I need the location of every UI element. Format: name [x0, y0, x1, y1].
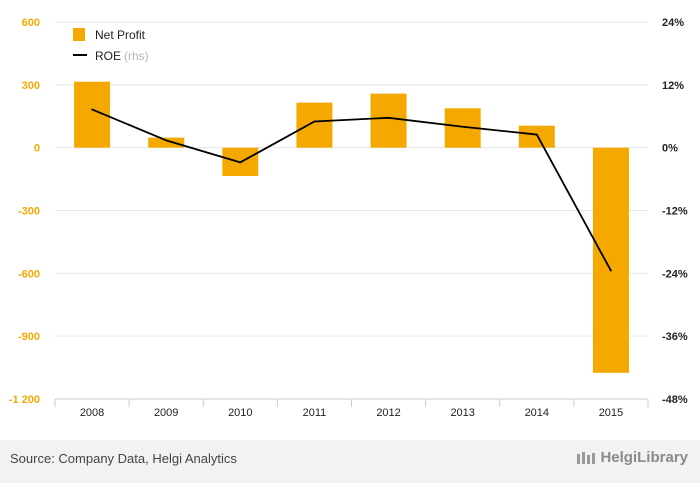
- point-roe-2011: [313, 120, 316, 123]
- right-tick-label: 12%: [662, 80, 684, 92]
- chart: 600 300 0 -300 -600 -900 -1 200 24% 12% 0% -12% -2…: [9, 17, 688, 419]
- point-roe-2015: [610, 269, 612, 272]
- legend-label-net-profit: Net Profit: [95, 28, 146, 42]
- source-note: Source: Company Data, Helgi Analytics: [10, 451, 237, 466]
- right-axis-ticks: 24% 12% 0% -12% -24% -36% -48%: [662, 17, 688, 406]
- bar-net-profit-2014: [518, 125, 555, 148]
- left-axis-ticks: 600 300 0 -300 -600 -900 -1 200: [9, 17, 40, 406]
- right-tick-label: -12%: [662, 206, 688, 218]
- bar-net-profit-2011: [296, 102, 333, 148]
- right-tick-label: -36%: [662, 331, 688, 343]
- left-tick-label: -1 200: [9, 394, 40, 406]
- grid-lines: [55, 21, 648, 400]
- right-tick-label: -48%: [662, 394, 688, 406]
- bar-net-profit-2009: [148, 137, 185, 148]
- left-tick-label: 0: [34, 143, 40, 155]
- line-roe: [91, 108, 612, 272]
- legend-swatch-net-profit: [73, 28, 85, 41]
- x-tick-label: 2012: [376, 407, 400, 419]
- point-roe-2012: [387, 117, 390, 119]
- x-tick-label: 2008: [80, 407, 104, 419]
- legend-label-roe: ROE: [95, 49, 121, 63]
- left-tick-label: -900: [18, 331, 40, 343]
- right-tick-label: -24%: [662, 268, 688, 280]
- point-roe-2013: [461, 125, 464, 128]
- right-tick-label: 24%: [662, 17, 684, 29]
- x-tick-label: 2014: [525, 407, 549, 419]
- library-icon: [577, 451, 596, 464]
- bar-net-profit-2015: [592, 147, 629, 373]
- x-tick-label: 2015: [599, 407, 623, 419]
- right-tick-label: 0%: [662, 143, 678, 155]
- x-tick-label: 2011: [303, 407, 327, 419]
- left-tick-label: -600: [18, 268, 40, 280]
- left-tick-label: -300: [18, 206, 40, 218]
- legend: Net Profit ROE (rhs): [73, 28, 149, 63]
- line-series: [91, 108, 612, 272]
- legend-label-roe-suffix: (rhs): [124, 49, 149, 63]
- bar-net-profit-2012: [370, 93, 407, 148]
- left-tick-label: 300: [22, 80, 40, 92]
- point-roe-2009: [165, 139, 167, 142]
- point-roe-2008: [91, 108, 93, 111]
- x-tick-label: 2009: [154, 407, 178, 419]
- bar-series: [74, 81, 629, 373]
- x-tick-label: 2013: [450, 407, 474, 419]
- brand-name: HelgiLibrary: [600, 449, 688, 466]
- left-tick-label: 600: [22, 17, 40, 29]
- x-axis: 2008 2009 2010 2011 2012 2013 2014 2015: [54, 398, 649, 419]
- point-roe-2014: [536, 133, 538, 136]
- brand-logo: HelgiLibrary: [576, 449, 688, 466]
- point-roe-2010: [239, 161, 242, 164]
- x-tick-label: 2010: [228, 407, 252, 419]
